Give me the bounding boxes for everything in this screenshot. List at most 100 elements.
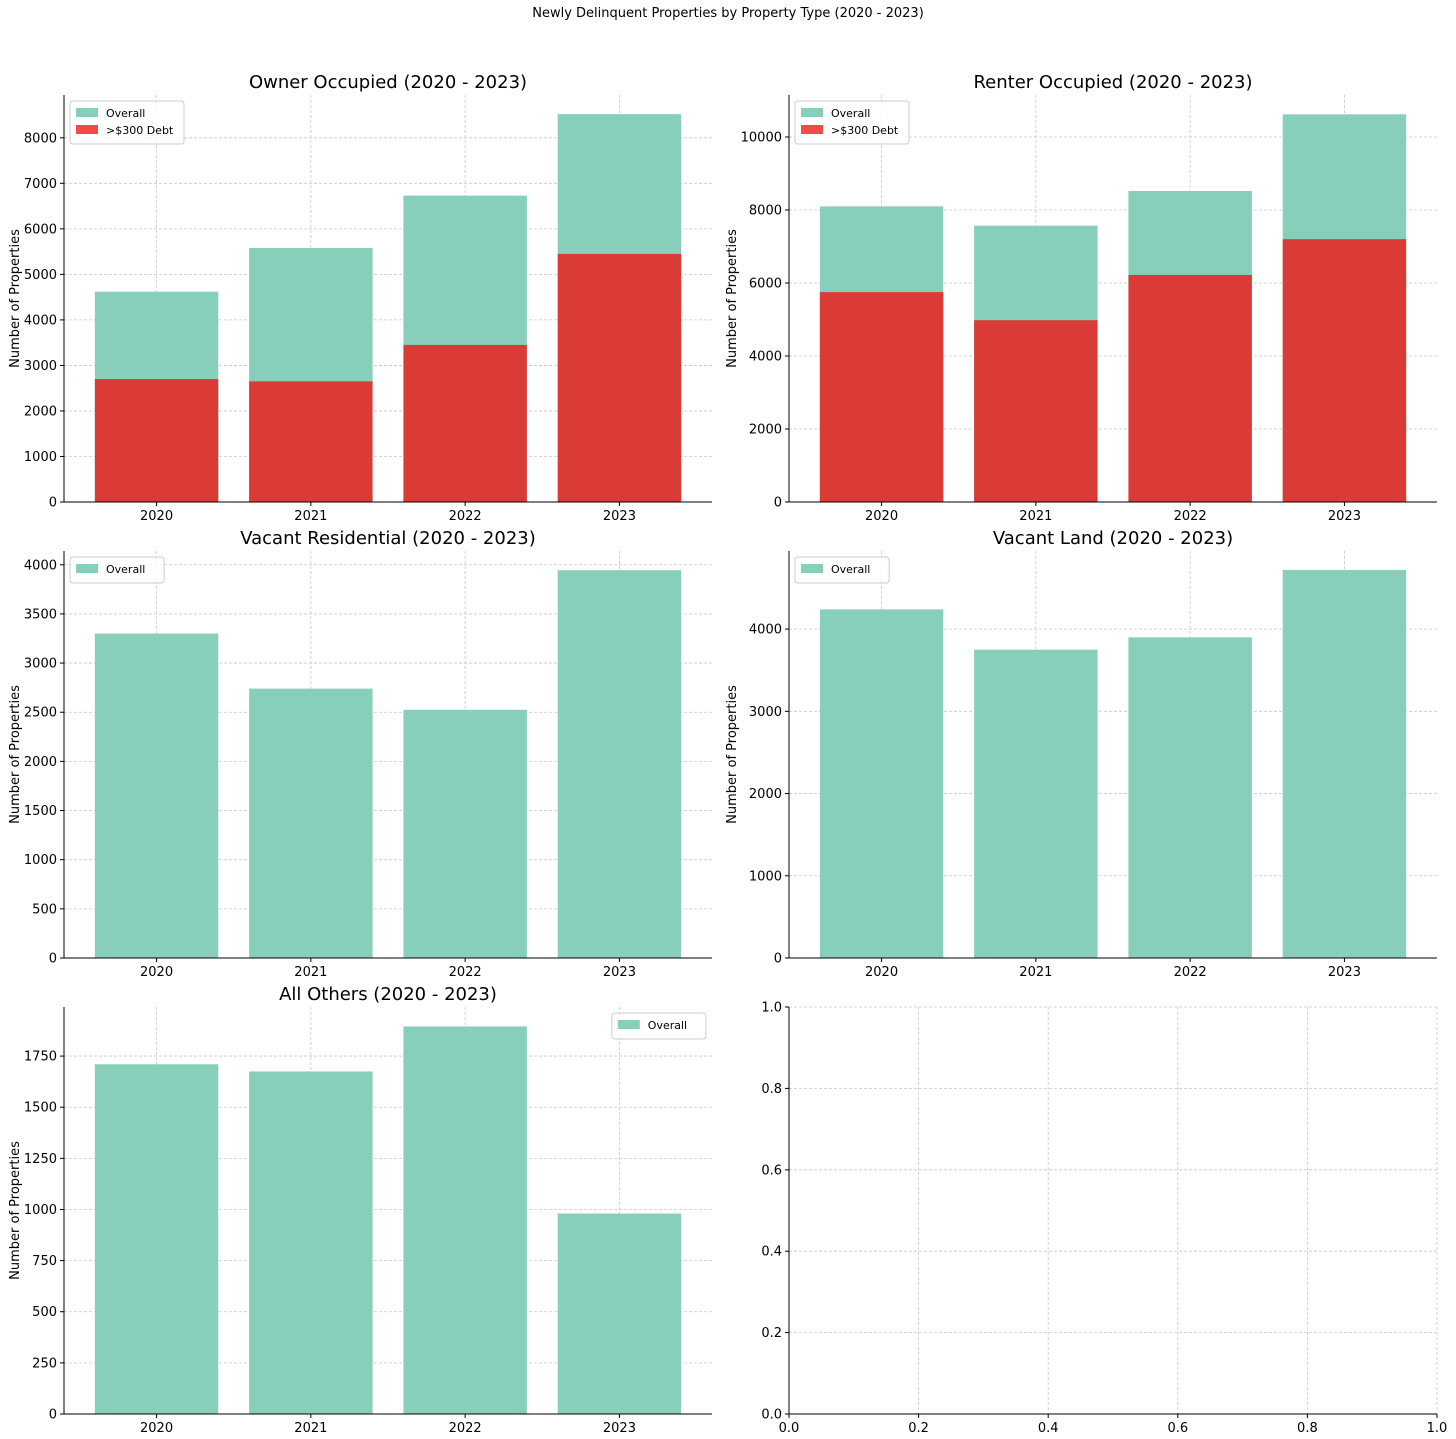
subplot-5: 0 250 500 750 1000 1250 1500 1750 2020 2021 2022 20… xyxy=(8,984,712,1436)
y-tick-label: 250 xyxy=(32,1356,57,1371)
x-tick-label: 2020 xyxy=(140,1421,173,1436)
subplot-4: 0 1000 2000 3000 4000 2020 2021 2022 2023 Vacant … xyxy=(725,528,1437,980)
y-axis-label: Number of Properties xyxy=(8,685,23,824)
y-tick-label: 6000 xyxy=(749,276,782,291)
bar-debt-2022 xyxy=(1128,274,1252,502)
y-tick-label: 7000 xyxy=(24,177,57,192)
legend: Overall xyxy=(69,556,165,584)
x-tick-label: 2023 xyxy=(603,965,636,980)
subplot-1: 0 1000 2000 3000 4000 5000 6000 7000 8000 2020 202… xyxy=(8,72,712,524)
legend-label-overall: Overall xyxy=(831,107,870,120)
bar-debt-2020 xyxy=(94,379,219,502)
legend: Overall xyxy=(611,1012,707,1040)
legend: Overall >$300 Debt xyxy=(69,100,185,145)
y-tick-label: 8000 xyxy=(24,131,57,146)
x-tick-label: 2020 xyxy=(140,509,173,524)
bar-overall-2023 xyxy=(557,1213,682,1414)
legend-label-debt: >$300 Debt xyxy=(831,124,899,137)
subplot-title: Vacant Residential (2020 - 2023) xyxy=(240,528,536,549)
y-tick-label: 3500 xyxy=(24,607,57,622)
x-tick-label: 2022 xyxy=(449,965,482,980)
legend-swatch-overall xyxy=(76,564,98,573)
y-tick-label: 0.6 xyxy=(761,1163,782,1178)
y-axis-label: Number of Properties xyxy=(8,229,23,368)
y-tick-label: 0.2 xyxy=(761,1326,782,1341)
legend-label-overall: Overall xyxy=(831,563,870,576)
y-tick-label: 0.4 xyxy=(761,1245,782,1260)
bar-overall-2020 xyxy=(94,633,219,958)
y-tick-label: 1000 xyxy=(24,1203,57,1218)
legend: Overall xyxy=(794,556,890,584)
x-tick-label: 2020 xyxy=(865,509,898,524)
y-tick-label: 1000 xyxy=(24,450,57,465)
subplot-title: Vacant Land (2020 - 2023) xyxy=(993,528,1233,549)
bar-overall-2021 xyxy=(249,1071,373,1414)
figure-suptitle: Newly Delinquent Properties by Property … xyxy=(532,6,924,21)
y-tick-label: 4000 xyxy=(749,623,782,638)
y-tick-label: 3000 xyxy=(24,657,57,672)
y-tick-label: 4000 xyxy=(24,313,57,328)
y-tick-label: 500 xyxy=(32,902,57,917)
y-tick-label: 1000 xyxy=(24,853,57,868)
y-tick-label: 2000 xyxy=(749,787,782,802)
subplot-title: All Others (2020 - 2023) xyxy=(279,984,497,1005)
legend-label-overall: Overall xyxy=(106,563,145,576)
series-overall xyxy=(94,1026,682,1414)
x-tick-label: 0.6 xyxy=(1167,1421,1188,1436)
x-tick-label: 2021 xyxy=(294,1421,327,1436)
legend-swatch-debt xyxy=(76,125,98,134)
x-tick-label: 2022 xyxy=(1174,965,1207,980)
bar-debt-2021 xyxy=(249,381,373,502)
bar-debt-2023 xyxy=(1282,239,1407,503)
x-tick-label: 0.0 xyxy=(779,1421,800,1436)
y-axis-label: Number of Properties xyxy=(8,1141,23,1280)
x-tick-label: 0.2 xyxy=(908,1421,929,1436)
bar-overall-2021 xyxy=(974,649,1098,958)
series-overall xyxy=(819,569,1407,958)
legend-label-debt: >$300 Debt xyxy=(106,124,174,137)
y-tick-label: 4000 xyxy=(749,349,782,364)
series-debt xyxy=(819,239,1407,503)
legend-box xyxy=(794,100,910,145)
legend-box xyxy=(611,1012,707,1040)
legend-label-overall: Overall xyxy=(106,107,145,120)
y-tick-label: 3000 xyxy=(749,705,782,720)
legend-label-overall: Overall xyxy=(648,1019,687,1032)
bar-overall-2020 xyxy=(819,609,944,958)
x-tick-label: 2023 xyxy=(1328,965,1361,980)
legend-swatch-overall xyxy=(617,1020,640,1029)
y-tick-label: 1250 xyxy=(24,1152,57,1167)
y-tick-label: 500 xyxy=(32,1305,57,1320)
legend-box xyxy=(794,556,890,584)
x-tick-label: 2021 xyxy=(294,509,327,524)
x-tick-label: 2020 xyxy=(865,965,898,980)
y-tick-label: 0 xyxy=(49,496,57,511)
legend: Overall >$300 Debt xyxy=(794,100,910,145)
subplot-2: 0 2000 4000 6000 8000 10000 2020 2021 2022 2023 Re… xyxy=(725,72,1437,524)
legend-box xyxy=(69,556,165,584)
legend-swatch-overall xyxy=(801,564,823,573)
bar-debt-2020 xyxy=(819,292,944,502)
y-tick-label: 0 xyxy=(774,952,782,967)
bar-overall-2023 xyxy=(557,570,682,958)
grid-lines xyxy=(788,1006,1438,1415)
y-tick-label: 4000 xyxy=(24,558,57,573)
subplot-title: Renter Occupied (2020 - 2023) xyxy=(973,72,1252,93)
y-tick-label: 1500 xyxy=(24,804,57,819)
bar-overall-2022 xyxy=(403,1026,527,1414)
y-tick-label: 6000 xyxy=(24,222,57,237)
y-tick-label: 1500 xyxy=(24,1101,57,1116)
subplot-title: Owner Occupied (2020 - 2023) xyxy=(249,72,527,93)
bar-debt-2022 xyxy=(403,344,527,502)
y-tick-label: 2500 xyxy=(24,706,57,721)
subplot-6: 0.0 0.2 0.4 0.6 0.8 1.0 0.0 0.2 0.4 0.6 0.8 1.0 xyxy=(761,1001,1447,1437)
y-tick-label: 2000 xyxy=(24,755,57,770)
bar-overall-2020 xyxy=(94,1064,219,1414)
y-tick-label: 0 xyxy=(774,496,782,511)
y-tick-label: 10000 xyxy=(741,130,782,145)
subplot-3: 0 500 1000 1500 2000 2500 3000 3500 4000 2020 2021… xyxy=(8,528,712,980)
y-tick-label: 3000 xyxy=(24,359,57,374)
x-tick-label: 2021 xyxy=(1019,965,1052,980)
y-tick-label: 750 xyxy=(32,1254,57,1269)
